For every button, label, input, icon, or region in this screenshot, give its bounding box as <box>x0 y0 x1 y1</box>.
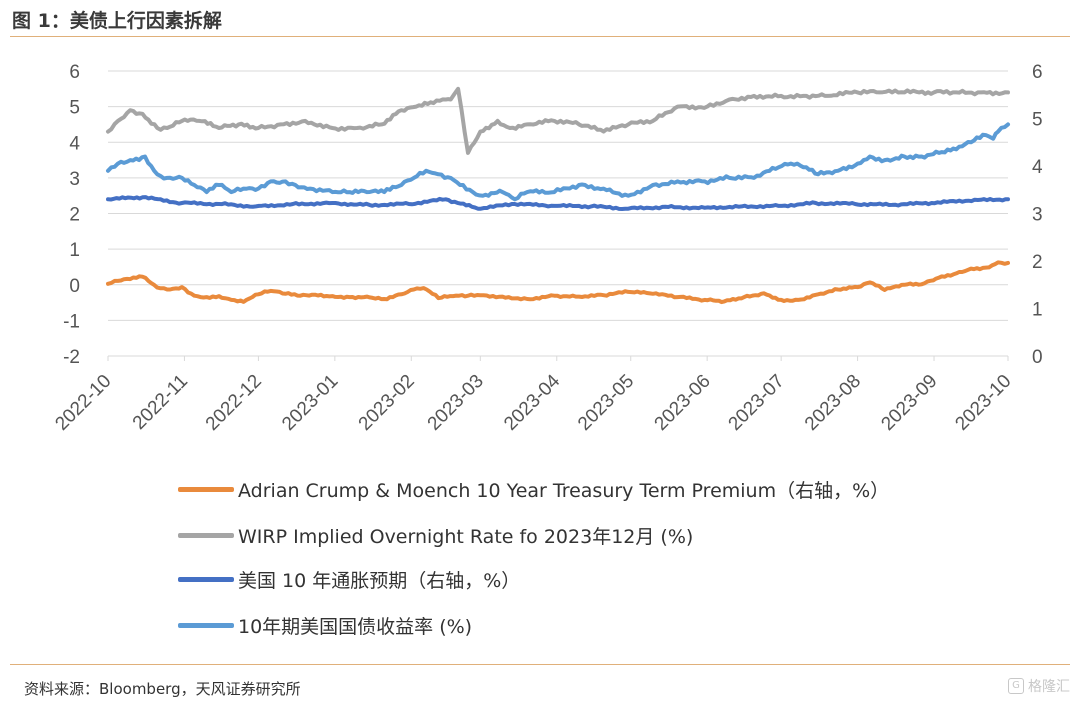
watermark: G 格隆汇 <box>1008 676 1070 696</box>
source-note: 资料来源：Bloomberg，天风证券研究所 <box>24 680 301 698</box>
x-tick-label: 2023-10 <box>951 371 1015 435</box>
title-rule <box>10 36 1070 37</box>
x-tick-label: 2022-10 <box>51 371 115 435</box>
series-line-ten_year_yield <box>106 122 1010 202</box>
y-left-tick-label: -2 <box>63 347 80 368</box>
y-left-tick-label: 1 <box>69 240 80 261</box>
x-tick-label: 2023-05 <box>574 371 638 435</box>
x-tick-label: 2023-06 <box>651 371 715 435</box>
y-right-tick-label: 5 <box>1032 110 1043 131</box>
x-tick-label: 2023-08 <box>801 371 865 435</box>
x-tick-label: 2023-09 <box>877 371 941 435</box>
legend-label-term-premium: Adrian Crump & Moench 10 Year Treasury T… <box>238 480 890 502</box>
legend-swatch-inflation <box>178 577 234 582</box>
legend-label-wirp: WIRP Implied Overnight Rate fo 2023年12月 … <box>238 526 694 548</box>
y-left-tick-label: 0 <box>69 276 80 297</box>
watermark-logo-icon: G <box>1008 678 1024 694</box>
y-right-tick-label: 3 <box>1032 205 1043 226</box>
series-line-wirp <box>106 86 1010 155</box>
x-tick-label: 2023-02 <box>355 371 419 435</box>
footer-rule <box>10 664 1070 665</box>
x-tick-label: 2023-03 <box>424 371 488 435</box>
legend-item-inflation: 美国 10 年通胀预期（右轴，%） <box>178 566 520 593</box>
legend-item-wirp: WIRP Implied Overnight Rate fo 2023年12月 … <box>178 522 693 549</box>
legend-swatch-ten-year <box>178 623 234 628</box>
legend-swatch-term-premium <box>178 487 234 492</box>
x-tick-label: 2023-07 <box>725 371 789 435</box>
y-left-tick-label: -1 <box>63 311 80 332</box>
y-right-tick-label: 0 <box>1032 347 1043 368</box>
y-left-tick-label: 5 <box>69 98 80 119</box>
figure-title: 图 1：美债上行因素拆解 <box>12 10 222 32</box>
y-left-tick-label: 6 <box>69 62 80 83</box>
y-right-tick-label: 6 <box>1032 62 1043 83</box>
y-right-tick-label: 1 <box>1032 300 1043 321</box>
legend-label-ten-year: 10年期美国国债收益率 (%) <box>238 616 473 638</box>
legend-item-ten-year: 10年期美国国债收益率 (%) <box>178 612 472 639</box>
series-line-inflation_expectation <box>106 195 1010 211</box>
y-left-tick-label: 4 <box>69 133 80 154</box>
x-tick-label: 2022-12 <box>202 371 266 435</box>
legend-item-term-premium: Adrian Crump & Moench 10 Year Treasury T… <box>178 476 889 503</box>
y-left-tick-label: 2 <box>69 205 80 226</box>
x-tick-label: 2023-04 <box>500 370 564 434</box>
x-tick-label: 2023-01 <box>278 371 342 435</box>
series-lines <box>106 86 1010 305</box>
grid-lines <box>107 70 1009 361</box>
y-right-tick-label: 2 <box>1032 252 1043 273</box>
watermark-text: 格隆汇 <box>1028 679 1070 695</box>
series-line-term_premium <box>106 260 1010 305</box>
y-right-tick-label: 4 <box>1032 157 1043 178</box>
legend-label-inflation: 美国 10 年通胀预期（右轴，%） <box>238 570 521 592</box>
x-tick-label: 2022-11 <box>129 371 192 434</box>
y-left-tick-label: 3 <box>69 169 80 190</box>
legend-swatch-wirp <box>178 533 234 538</box>
